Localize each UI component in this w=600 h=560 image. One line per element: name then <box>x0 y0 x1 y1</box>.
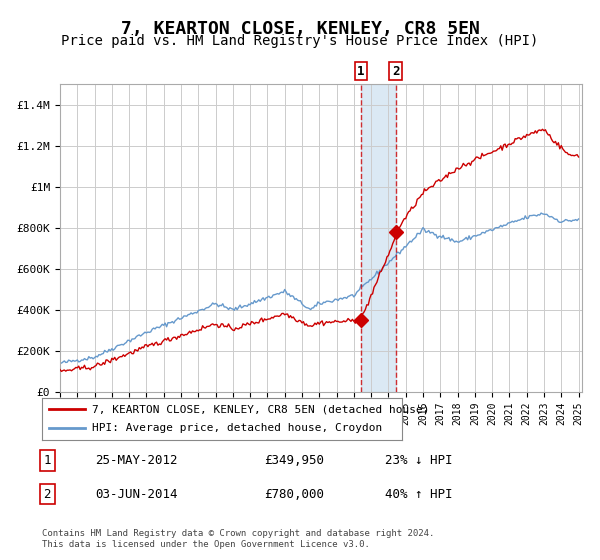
Text: 2: 2 <box>392 65 400 78</box>
Text: 2: 2 <box>44 488 51 501</box>
Bar <box>361 84 395 392</box>
Text: Contains HM Land Registry data © Crown copyright and database right 2024.
This d: Contains HM Land Registry data © Crown c… <box>42 529 434 549</box>
Text: 40% ↑ HPI: 40% ↑ HPI <box>385 488 453 501</box>
Text: 03-JUN-2014: 03-JUN-2014 <box>95 488 178 501</box>
Text: 7, KEARTON CLOSE, KENLEY, CR8 5EN: 7, KEARTON CLOSE, KENLEY, CR8 5EN <box>121 20 479 38</box>
Text: £780,000: £780,000 <box>264 488 324 501</box>
Text: 25-MAY-2012: 25-MAY-2012 <box>95 454 178 467</box>
Text: 7, KEARTON CLOSE, KENLEY, CR8 5EN (detached house): 7, KEARTON CLOSE, KENLEY, CR8 5EN (detac… <box>92 404 430 414</box>
Text: 23% ↓ HPI: 23% ↓ HPI <box>385 454 453 467</box>
Text: Price paid vs. HM Land Registry's House Price Index (HPI): Price paid vs. HM Land Registry's House … <box>61 34 539 48</box>
Text: 1: 1 <box>44 454 51 467</box>
Text: HPI: Average price, detached house, Croydon: HPI: Average price, detached house, Croy… <box>92 423 383 433</box>
Text: £349,950: £349,950 <box>264 454 324 467</box>
Text: 1: 1 <box>357 65 365 78</box>
